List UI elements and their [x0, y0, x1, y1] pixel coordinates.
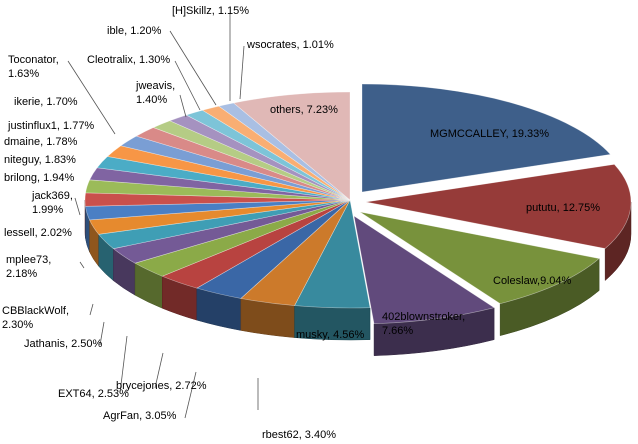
- leader-line-Toconator: [67, 60, 116, 135]
- data-label-EXT64: EXT64, 2.53%: [58, 388, 129, 400]
- data-label-musky: musky, 4.56%: [296, 329, 364, 341]
- data-label-jack369: jack369, 1.99%: [31, 190, 73, 216]
- data-label-wsocrates: wsocrates, 1.01%: [246, 39, 334, 51]
- pie-tops: [84, 83, 632, 324]
- pie-slice-MGMCCALLEY: [361, 83, 611, 193]
- data-label-pututu: pututu, 12.75%: [526, 202, 600, 214]
- data-label-mplee73: mplee73, 2.18%: [6, 254, 51, 280]
- leader-line-CBBlackWolf: [89, 303, 94, 316]
- leader-lines: [67, 13, 259, 419]
- data-label-Cleotralix: Cleotralix, 1.30%: [87, 54, 170, 66]
- data-label-Toconator: Toconator, 1.63%: [8, 54, 59, 80]
- data-label-rbest62: rbest62, 3.40%: [262, 429, 336, 441]
- data-label-402blownstroker: 402blownstroker, 7.66%: [382, 311, 465, 337]
- data-label-[H]Skillz: [H]Skillz, 1.15%: [172, 5, 249, 17]
- data-label-justinflux1: justinflux1, 1.77%: [7, 120, 94, 132]
- pie-slice-others: [233, 91, 351, 201]
- leader-line-wsocrates: [239, 45, 245, 100]
- data-label-brilong: brilong, 1.94%: [4, 172, 75, 184]
- data-label-MGMCCALLEY: MGMCCALLEY, 19.33%: [430, 128, 549, 140]
- pie-slice-pututu: [365, 164, 632, 249]
- data-labels: MGMCCALLEY, 19.33% pututu, 12.75% Coleslaw…: [2, 5, 600, 441]
- leader-line-mplee73: [79, 261, 85, 269]
- data-label-lessell: lessell, 2.02%: [4, 227, 72, 239]
- pie-sides: [84, 199, 632, 356]
- leader-line-ible: [169, 30, 217, 106]
- data-label-others: others, 7.23%: [270, 104, 338, 116]
- data-label-ikerie: ikerie, 1.70%: [14, 96, 78, 108]
- data-label-niteguy: niteguy, 1.83%: [4, 154, 76, 166]
- data-label-dmaine: dmaine, 1.78%: [4, 136, 78, 148]
- data-label-jweavis: jweavis, 1.40%: [135, 80, 175, 106]
- leader-line-EXT64: [119, 335, 128, 394]
- data-label-AgrFan: AgrFan, 3.05%: [103, 410, 177, 422]
- leader-line-AgrFan: [184, 371, 197, 419]
- data-label-CBBlackWolf: CBBlackWolf, 2.30%: [2, 305, 69, 331]
- pie-slice-Coleslaw: [359, 211, 600, 304]
- pie-slice-402blownstroker: [353, 215, 495, 324]
- data-label-Coleslaw: Coleslaw,9.04%: [493, 275, 571, 287]
- leader-line-jack369: [74, 197, 81, 216]
- leader-line-brycejones: [154, 352, 164, 389]
- data-label-ible: ible, 1.20%: [107, 25, 162, 37]
- data-label-Jathanis: Jathanis, 2.50%: [24, 338, 102, 350]
- data-label-brycejones: brycejones, 2.72%: [116, 380, 207, 392]
- leader-line-Cleotralix: [174, 60, 201, 111]
- leader-line-jweavis: [179, 94, 187, 118]
- leader-line-Jathanis: [99, 321, 105, 346]
